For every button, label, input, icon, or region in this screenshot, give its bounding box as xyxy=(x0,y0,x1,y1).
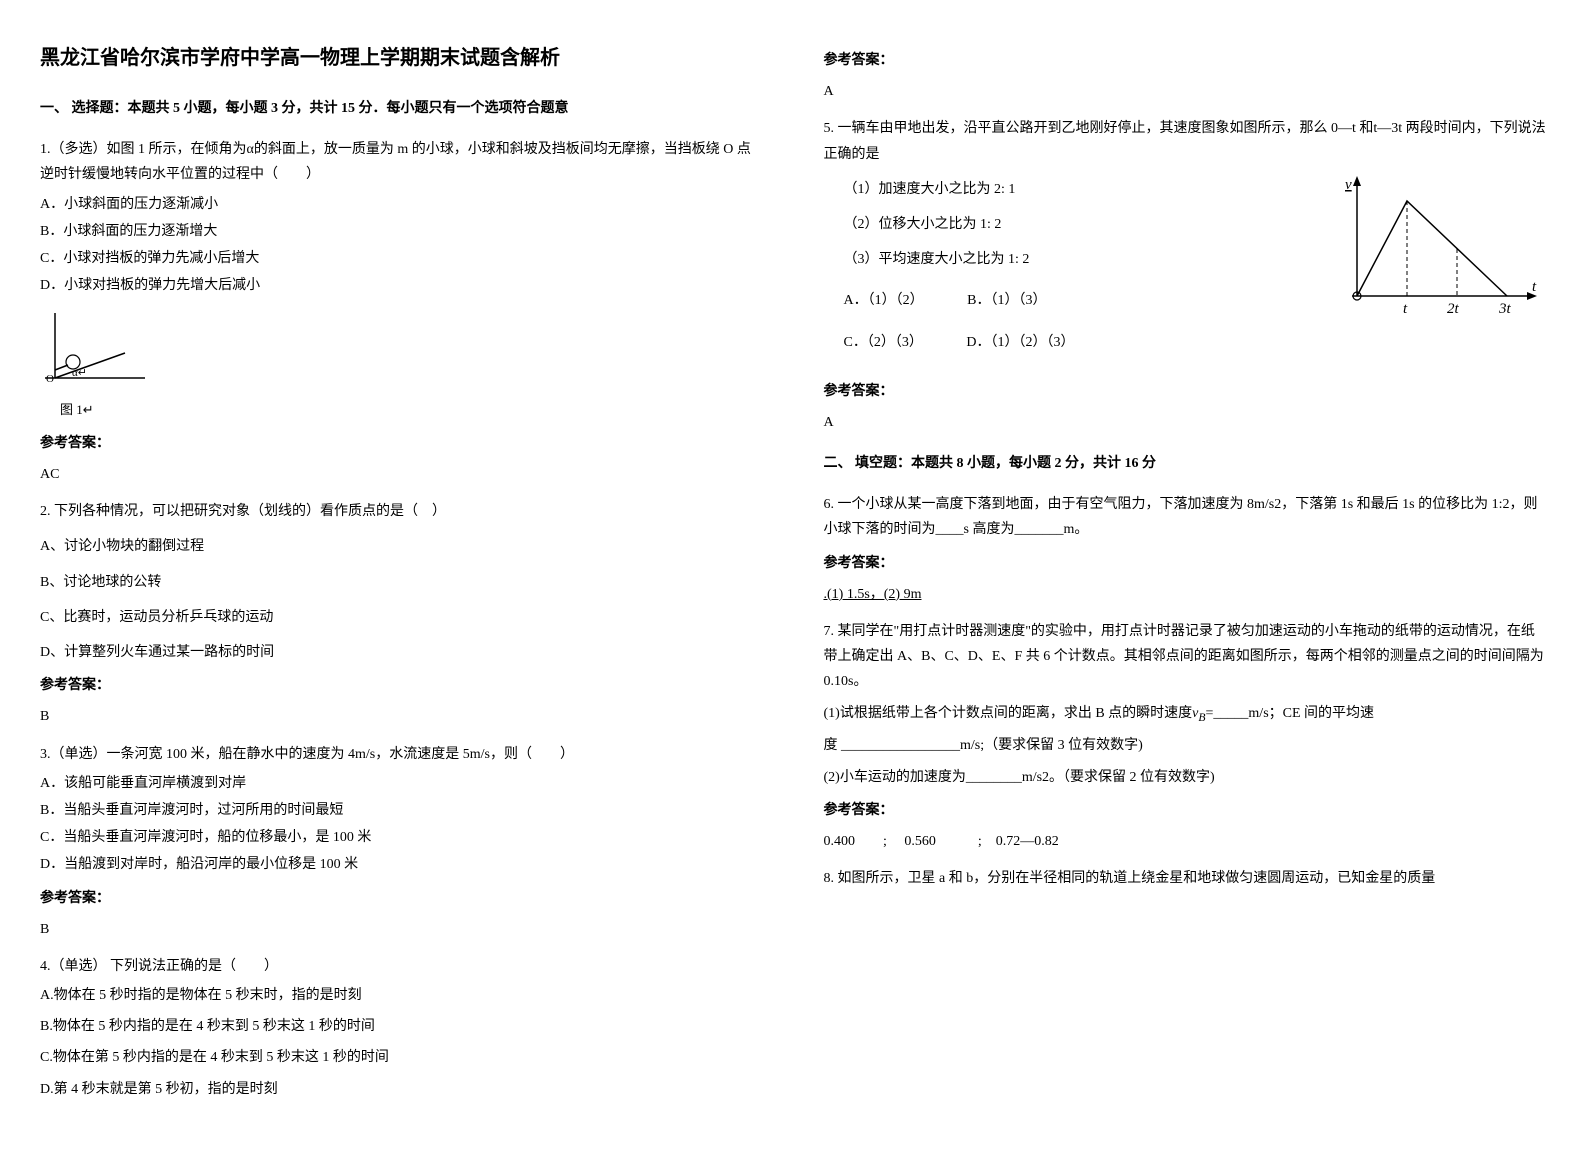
q5-choice-c: C．（2）（3） xyxy=(844,335,923,350)
q3-text: 3.（单选）一条河宽 100 米，船在静水中的速度为 4m/s，水流速度是 5m… xyxy=(40,742,764,767)
q7-line2: (1)试根据纸带上各个计数点间的距离，求出 B 点的瞬时速度vB=_____m/… xyxy=(824,701,1548,728)
q7-text2b: =_____m/s；CE 间的平均速 xyxy=(1206,706,1375,721)
q6-text2: 为____s 高度为_______m。 xyxy=(922,522,1089,537)
svg-text:v: v xyxy=(1345,177,1352,193)
question-8: 8. 如图所示，卫星 a 和 b，分别在半径相同的轨道上绕金星和地球做匀速圆周运… xyxy=(824,866,1548,891)
q2-text: 2. 下列各种情况，可以把研究对象（划线的）看作质点的是（ ） xyxy=(40,499,764,524)
q5-answer-value: A xyxy=(824,410,1548,435)
q3-option-a: A．该船可能垂直河岸横渡到对岸 xyxy=(40,771,764,796)
q5-choice-d: D．（1）（2）（3） xyxy=(966,330,1074,355)
q5-velocity-chart: v t t 2t 3t xyxy=(1327,171,1547,330)
q1-answer-value: AC xyxy=(40,462,764,487)
q8-text: 8. 如图所示，卫星 a 和 b，分别在半径相同的轨道上绕金星和地球做匀速圆周运… xyxy=(824,866,1548,891)
q7-text1: 7. 某同学在"用打点计时器测速度"的实验中，用打点计时器记录了被匀加速运动的小… xyxy=(824,619,1548,695)
q2-option-b: B、讨论地球的公转 xyxy=(40,570,764,595)
q6-answer-value: .(1) 1.5s，(2) 9m xyxy=(824,582,1548,607)
question-1: 1.（多选）如图 1 所示，在倾角为α的斜面上，放一质量为 m 的小球，小球和斜… xyxy=(40,137,764,487)
q7-velocity-symbol: vB xyxy=(1192,706,1205,721)
q2-answer-value: B xyxy=(40,704,764,729)
q4-option-a: A.物体在 5 秒时指的是物体在 5 秒末时，指的是时刻 xyxy=(40,983,764,1008)
q5-answer-label: 参考答案： xyxy=(824,379,1548,404)
q4-answer-label: 参考答案： xyxy=(824,48,1548,73)
q7-answer-value: 0.400 ; 0.560 ; 0.72—0.82 xyxy=(824,829,1548,854)
section1-header: 一、 选择题：本题共 5 小题，每小题 3 分，共计 15 分．每小题只有一个选… xyxy=(40,96,764,121)
q3-answer-value: B xyxy=(40,917,764,942)
q1-text: 1.（多选）如图 1 所示，在倾角为α的斜面上，放一质量为 m 的小球，小球和斜… xyxy=(40,137,764,187)
q1-figure-label: 图 1↵ xyxy=(60,398,764,421)
question-4: 4.（单选） 下列说法正确的是（ ） A.物体在 5 秒时指的是物体在 5 秒末… xyxy=(40,954,764,1102)
q7-text2a: (1)试根据纸带上各个计数点间的距离，求出 B 点的瞬时速度 xyxy=(824,706,1193,721)
q5-choice-b: B．（1）（3） xyxy=(967,288,1046,313)
q3-option-c: C．当船头垂直河岸渡河时，船的位移最小，是 100 米 xyxy=(40,825,764,850)
incline-figure-svg: O α↵ xyxy=(40,308,150,388)
question-5: 5. 一辆车由甲地出发，沿平直公路开到乙地刚好停止，其速度图象如图所示，那么 0… xyxy=(824,116,1548,435)
q4-answer-value: A xyxy=(824,79,1548,104)
q3-option-d: D．当船渡到对岸时，船沿河岸的最小位移是 100 米 xyxy=(40,852,764,877)
q4-text: 4.（单选） 下列说法正确的是（ ） xyxy=(40,954,764,979)
q6-answer-label: 参考答案： xyxy=(824,551,1548,576)
svg-text:t: t xyxy=(1403,301,1408,317)
q2-option-d: D、计算整列火车通过某一路标的时间 xyxy=(40,640,764,665)
q1-answer-label: 参考答案： xyxy=(40,431,764,456)
q2-answer-label: 参考答案： xyxy=(40,673,764,698)
q7-text4: (2)小车运动的加速度为________m/s2。（要求保留 2 位有效数字) xyxy=(824,765,1548,790)
svg-text:3t: 3t xyxy=(1498,301,1512,317)
q2-option-a: A、讨论小物块的翻倒过程 xyxy=(40,534,764,559)
q1-option-b: B．小球斜面的压力逐渐增大 xyxy=(40,219,764,244)
q5-choices-cd: C．（2）（3） D．（1）（2）（3） xyxy=(844,330,1548,355)
q5-choice-a: A．（1）（2） xyxy=(844,293,924,308)
question-6: 6. 一个小球从某一高度下落到地面，由于有空气阻力，下落加速度为 8m/s2，下… xyxy=(824,492,1548,607)
q6-text: 6. 一个小球从某一高度下落到地面，由于有空气阻力，下落加速度为 8m/s2，下… xyxy=(824,492,1548,542)
section2-header: 二、 填空题：本题共 8 小题，每小题 2 分，共计 16 分 xyxy=(824,451,1548,476)
q3-option-b: B．当船头垂直河岸渡河时，过河所用的时间最短 xyxy=(40,798,764,823)
q1-option-c: C．小球对挡板的弹力先减小后增大 xyxy=(40,246,764,271)
question-3: 3.（单选）一条河宽 100 米，船在静水中的速度为 4m/s，水流速度是 5m… xyxy=(40,742,764,942)
q4-option-d: D.第 4 秒末就是第 5 秒初，指的是时刻 xyxy=(40,1077,764,1102)
q7-text3: 度 _________________m/s;（要求保留 3 位有效数字) xyxy=(824,733,1548,758)
q1-figure: O α↵ 图 1↵ xyxy=(40,308,764,421)
svg-text:t: t xyxy=(1532,279,1537,295)
svg-text:O: O xyxy=(46,373,54,385)
q6-answer-underline: .(1) 1.5s，(2) 9m xyxy=(824,587,922,602)
svg-text:α↵: α↵ xyxy=(72,367,87,379)
q2-option-c: C、比赛时，运动员分析乒乓球的运动 xyxy=(40,605,764,630)
q7-answer-label: 参考答案： xyxy=(824,798,1548,823)
question-7: 7. 某同学在"用打点计时器测速度"的实验中，用打点计时器记录了被匀加速运动的小… xyxy=(824,619,1548,854)
velocity-triangle-svg: v t t 2t 3t xyxy=(1327,171,1547,321)
q1-option-d: D．小球对挡板的弹力先增大后减小 xyxy=(40,273,764,298)
page-title: 黑龙江省哈尔滨市学府中学高一物理上学期期末试题含解析 xyxy=(40,40,764,76)
svg-text:2t: 2t xyxy=(1447,301,1460,317)
question-2: 2. 下列各种情况，可以把研究对象（划线的）看作质点的是（ ） A、讨论小物块的… xyxy=(40,499,764,729)
q1-option-a: A．小球斜面的压力逐渐减小 xyxy=(40,192,764,217)
q4-option-b: B.物体在 5 秒内指的是在 4 秒末到 5 秒末这 1 秒的时间 xyxy=(40,1014,764,1039)
q5-text: 5. 一辆车由甲地出发，沿平直公路开到乙地刚好停止，其速度图象如图所示，那么 0… xyxy=(824,116,1548,166)
q4-option-c: C.物体在第 5 秒内指的是在 4 秒末到 5 秒末这 1 秒的时间 xyxy=(40,1045,764,1070)
q3-answer-label: 参考答案： xyxy=(40,886,764,911)
